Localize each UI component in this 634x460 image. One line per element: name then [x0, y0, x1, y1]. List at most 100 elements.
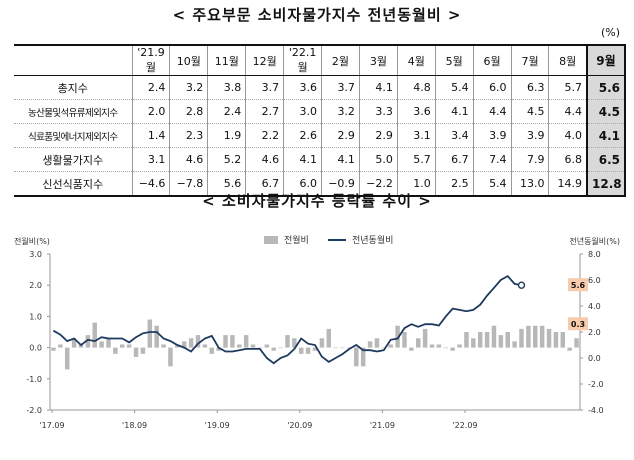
table-row: 생활물가지수 3.1 4.6 5.2 4.6 4.1 4.1 5.0 5.7 6.7 7.4 7.9 6… — [14, 147, 626, 172]
bar — [250, 344, 256, 348]
bar — [120, 344, 125, 348]
table-cell: 12.8 — [586, 171, 626, 197]
bar — [464, 332, 469, 348]
bar — [195, 335, 201, 348]
bar — [519, 328, 524, 348]
table-cell: 13.0 — [510, 171, 549, 197]
table-cell: 4.1 — [434, 99, 474, 124]
bar — [305, 347, 311, 354]
table-cell: 14.9 — [548, 171, 587, 197]
table-cell: 4.0 — [548, 123, 587, 148]
y2-tick-label: -2.0 — [588, 380, 604, 389]
bar — [436, 344, 442, 348]
table-cell: 3.1 — [131, 147, 170, 172]
bar — [567, 347, 572, 351]
bar — [450, 347, 455, 351]
row-label: 농산물및석유류제외지수 — [14, 99, 132, 124]
table-cell: 3.2 — [321, 99, 360, 124]
table-cell: 5.7 — [396, 147, 436, 172]
table-cell: 6.7 — [434, 147, 474, 172]
bar — [99, 341, 104, 348]
y-tick-label: 1.0 — [29, 312, 42, 321]
bar — [312, 347, 318, 351]
table-cell: 4.1 — [358, 75, 398, 100]
bar — [429, 344, 435, 348]
bar — [546, 328, 552, 348]
table-title: < 주요부문 소비자물가지수 전년동월비 > — [172, 6, 462, 24]
bar — [526, 325, 531, 348]
bar — [51, 347, 56, 351]
table-cell: 3.6 — [283, 75, 322, 100]
bar — [223, 335, 228, 348]
column-header: '22.1월 — [283, 44, 322, 76]
table-cell: 6.7 — [245, 171, 284, 197]
table-corner — [14, 44, 132, 76]
x-tick-label: '17.09 — [39, 421, 64, 430]
y-tick-label: -1.0 — [26, 375, 42, 384]
bar — [237, 344, 242, 348]
bar — [560, 332, 566, 348]
table-cell: 2.5 — [434, 171, 474, 197]
y2-tick-label: 4.0 — [588, 302, 601, 311]
y2-tick-label: 0.0 — [588, 354, 601, 363]
table-cell: 6.3 — [510, 75, 549, 100]
bar — [553, 332, 559, 348]
bar — [106, 338, 111, 348]
bar — [154, 325, 159, 348]
table-cell: 3.9 — [510, 123, 549, 148]
bar — [505, 332, 510, 348]
table-row: 농산물및석유류제외지수 2.0 2.8 2.4 2.7 3.0 3.2 3.3 3.6 4.1 4.… — [14, 99, 626, 124]
y-tick-label: 0.0 — [29, 344, 42, 353]
bar — [71, 338, 77, 348]
bar — [498, 335, 504, 348]
table-cell: 2.0 — [131, 99, 170, 124]
table-cell: 6.0 — [283, 171, 322, 197]
y2-axis-title: 전년동월비(%) — [569, 236, 620, 246]
table-cell: 4.5 — [510, 99, 549, 124]
bar — [326, 328, 332, 348]
bar — [416, 338, 421, 348]
bar — [533, 325, 538, 348]
column-header: 6월 — [472, 44, 512, 76]
table-cell: 4.1 — [283, 147, 322, 172]
table-cell: 4.8 — [396, 75, 436, 100]
stats-table: '21.9월 10월 11월 12월 '22.1월 2월 3월 4월 5월 6월 7월 8월 9월 총지… — [14, 44, 626, 197]
table-cell: 3.0 — [283, 99, 322, 124]
table-cell: −2.2 — [358, 171, 398, 197]
table-row: 식료품및에너지제외지수 1.4 2.3 1.9 2.2 2.6 2.9 2.9 3.1 3.4 3.… — [14, 123, 626, 148]
bar — [216, 347, 221, 351]
bar — [264, 344, 270, 348]
yoy-last-label-bg — [568, 278, 588, 292]
x-tick-label: '20.09 — [287, 421, 312, 430]
bar — [161, 344, 166, 348]
table-cell: 2.9 — [321, 123, 360, 148]
table-cell: 2.6 — [283, 123, 322, 148]
bar — [360, 347, 366, 367]
bar — [395, 325, 400, 348]
bar — [133, 347, 139, 357]
bar — [257, 347, 263, 349]
table-cell: 3.1 — [396, 123, 436, 148]
bar — [292, 338, 297, 348]
x-tick-label: '21.09 — [370, 421, 395, 430]
bar — [285, 335, 290, 348]
table-cell: −0.9 — [321, 171, 360, 197]
table-cell: 6.5 — [586, 147, 626, 172]
bar — [443, 347, 449, 349]
bar — [471, 338, 476, 348]
bar — [140, 347, 146, 354]
table-row: 신선식품지수 −4.6 −7.8 5.6 6.7 6.0 −0.9 −2.2 1.0 2.5 5.4… — [14, 171, 626, 197]
table-cell: −7.8 — [169, 171, 208, 197]
table-cell: 4.4 — [548, 99, 587, 124]
bar — [202, 344, 208, 348]
bar — [574, 338, 579, 348]
y2-tick-label: 8.0 — [588, 250, 601, 259]
table-cell: −4.6 — [131, 171, 170, 197]
table-cell: 3.7 — [321, 75, 360, 100]
bar — [512, 341, 517, 348]
table-cell: 3.4 — [434, 123, 474, 148]
bar — [457, 344, 462, 348]
table-cell: 2.4 — [207, 99, 246, 124]
table-cell: 7.9 — [510, 147, 549, 172]
table-cell: 5.4 — [472, 171, 512, 197]
